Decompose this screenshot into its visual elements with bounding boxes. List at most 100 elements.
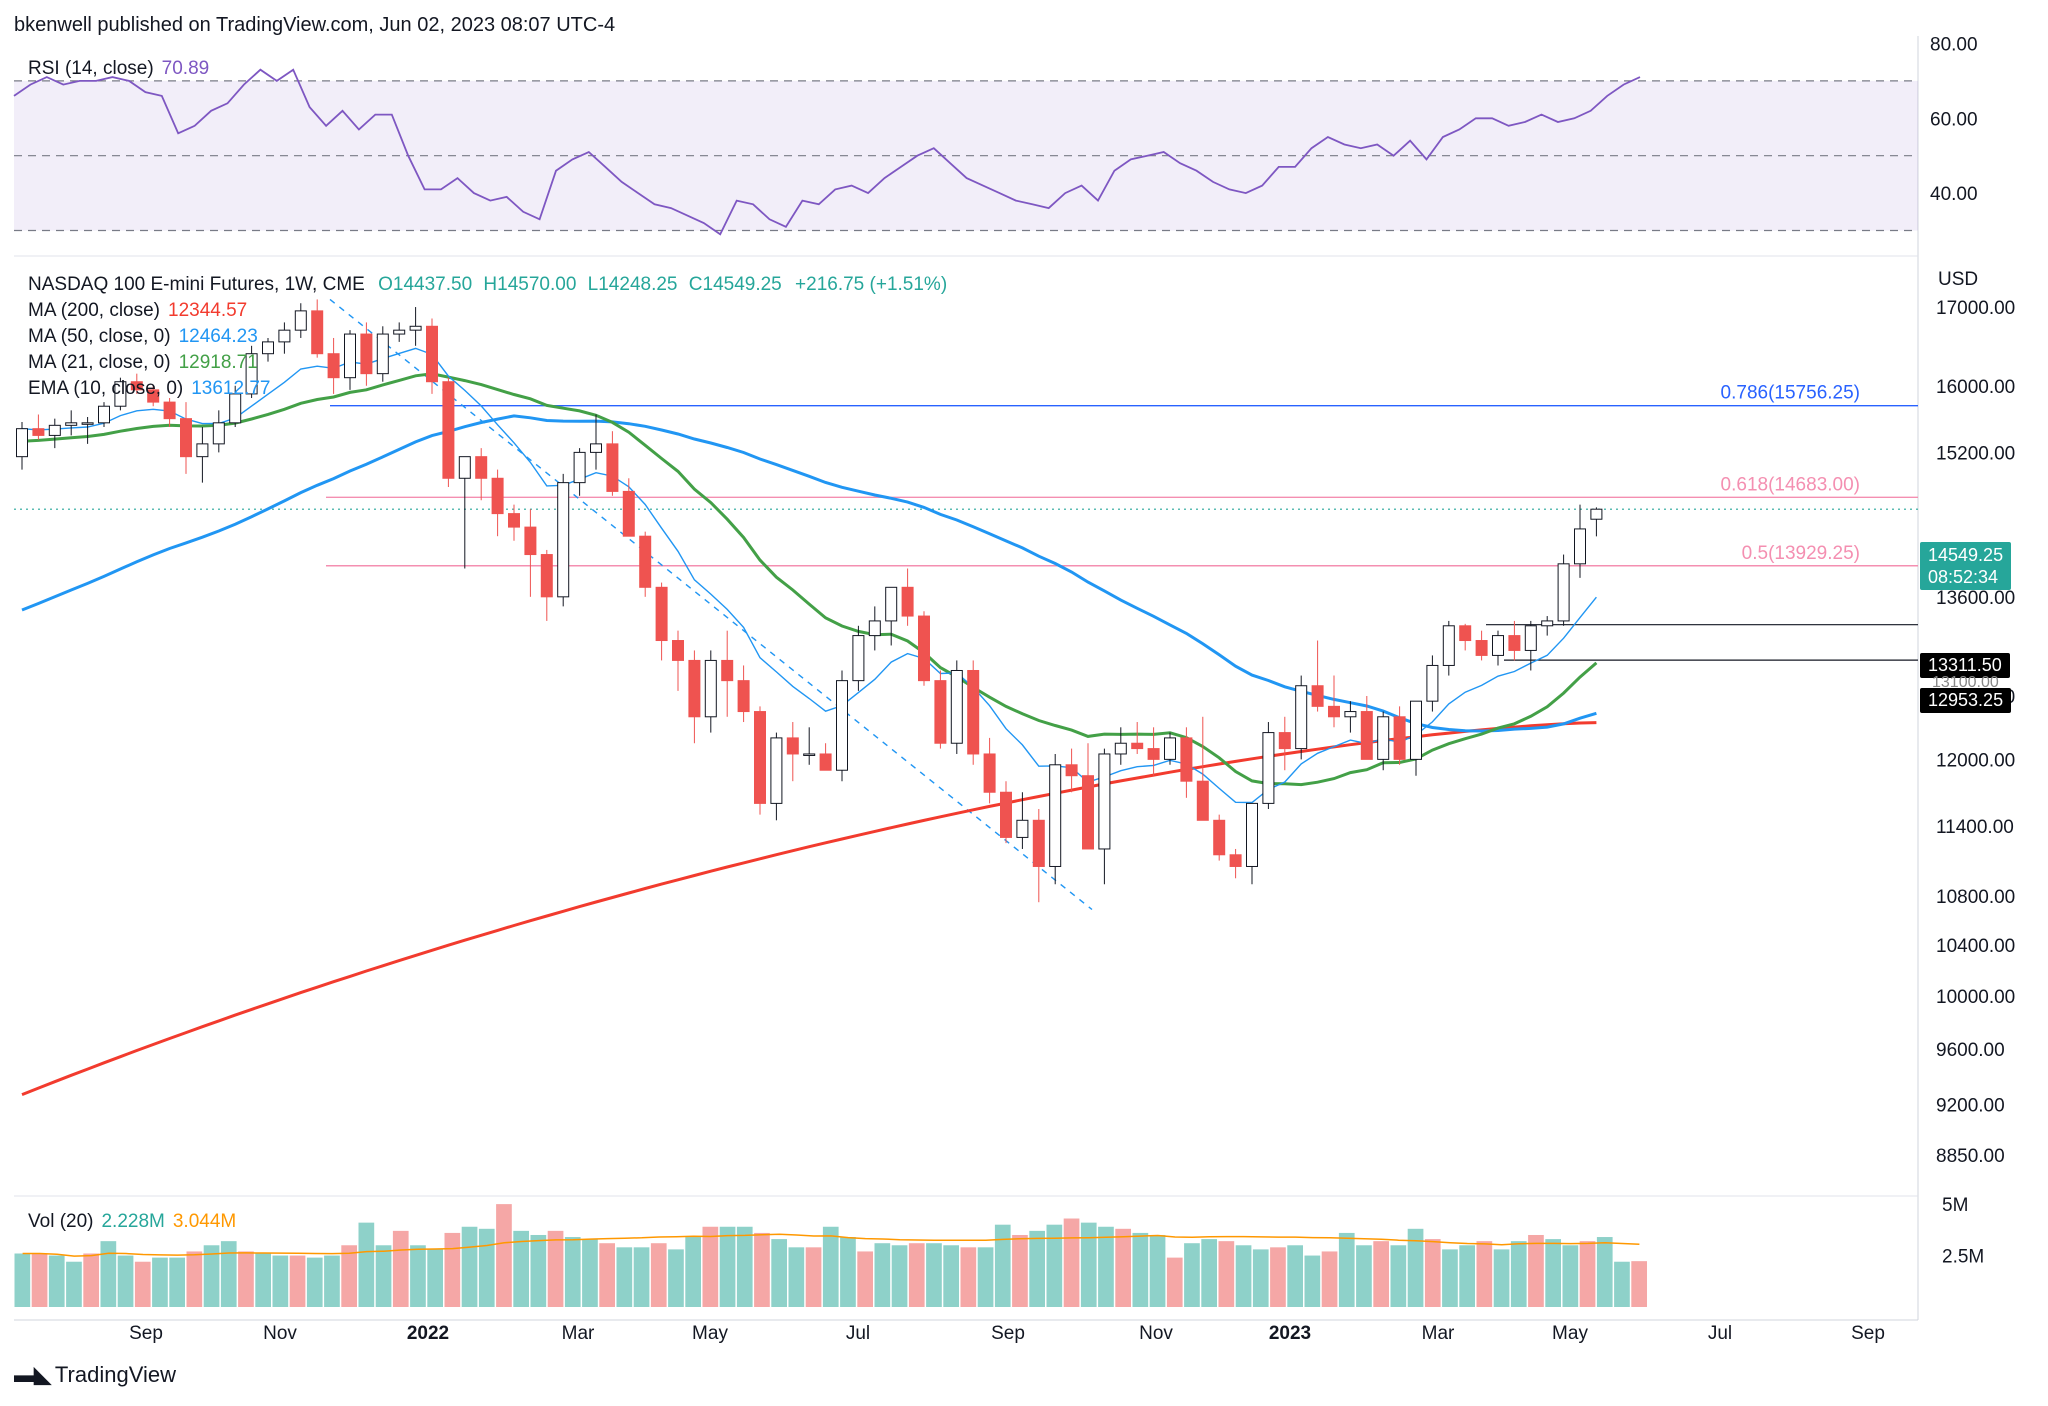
volume-bar (1390, 1245, 1407, 1307)
volume-bar (169, 1257, 185, 1307)
candle-body (606, 443, 619, 492)
level-tag-13100: 13100.00 (1932, 674, 1999, 691)
candle-body (81, 422, 94, 425)
volume-bar (66, 1261, 82, 1307)
level-tag-13311: 13311.50 (1920, 653, 2010, 678)
volume-bar (1510, 1241, 1527, 1307)
volume-bar (1545, 1239, 1561, 1307)
candle-body (508, 513, 520, 528)
time-tick-label: Mar (1422, 1323, 1455, 1344)
volume-bar (702, 1226, 719, 1307)
candle-body (294, 310, 307, 331)
volume-bar (392, 1230, 409, 1307)
volume-bar (908, 1243, 925, 1307)
candle-body (245, 353, 258, 395)
rsi-tick-label: 60.00 (1930, 109, 1978, 130)
volume-bar (1029, 1230, 1045, 1307)
volume-bar (891, 1245, 908, 1307)
candle-body (1442, 625, 1455, 666)
candle-body (819, 753, 832, 771)
volume-bar (134, 1261, 151, 1307)
volume-bar (943, 1245, 959, 1307)
candle-body (1590, 508, 1603, 520)
rsi-tick-label: 80.00 (1930, 34, 1978, 55)
volume-bar (444, 1232, 461, 1307)
volume-bar (1356, 1245, 1372, 1307)
volume-bar (857, 1251, 873, 1307)
time-tick-label: Sep (991, 1323, 1025, 1344)
candle-body (1049, 764, 1062, 867)
candle-body (1147, 748, 1160, 760)
rsi-legend-value: 70.89 (161, 58, 210, 79)
volume-bar (478, 1228, 495, 1307)
symbol-legend[interactable]: NASDAQ 100 E-mini Futures, 1W, CME O1443… (28, 274, 947, 296)
volume-bar (1562, 1245, 1579, 1307)
candle-body (688, 659, 701, 718)
ma21-legend[interactable]: MA (21, close, 0) 12918.71 (28, 352, 258, 374)
price-tick-label: 12000.00 (1936, 750, 2015, 771)
candle-body (540, 554, 553, 598)
volume-bar (1080, 1222, 1097, 1307)
candle-body (622, 490, 635, 537)
volume-bar (1424, 1239, 1441, 1307)
volume-bar (1476, 1241, 1493, 1307)
rsi-legend[interactable]: RSI (14, close) 70.89 (28, 58, 209, 80)
candle-body (1016, 819, 1029, 838)
volume-bar (1631, 1261, 1647, 1307)
tradingview-logo-icon: ▬◣ (14, 1362, 51, 1387)
ohlc-close: C14549.25 (688, 274, 782, 295)
candle-body (262, 341, 274, 355)
volume-bar (994, 1224, 1011, 1307)
volume-bar (461, 1226, 478, 1307)
candle-body (672, 640, 684, 661)
time-tick-label: 2023 (1269, 1323, 1311, 1344)
candle-body (1475, 640, 1488, 656)
ema10-legend[interactable]: EMA (10, close, 0) 13612.77 (28, 378, 270, 400)
candle-body (868, 620, 881, 637)
tradingview-logo[interactable]: ▬◣ TradingView (14, 1362, 176, 1388)
volume-bar (410, 1245, 426, 1307)
volume-bar (1459, 1245, 1475, 1307)
candle-body (426, 325, 438, 383)
price-tick-label: 16000.00 (1936, 377, 2015, 398)
candle-body (114, 381, 127, 407)
candle-body (229, 393, 242, 424)
candle-body (393, 329, 406, 335)
volume-bar (1166, 1257, 1183, 1307)
volume-legend[interactable]: Vol (20) 2.228M 3.044M (28, 1211, 236, 1233)
bar-countdown: 08:52:34 (1928, 567, 1999, 587)
volume-bar (668, 1249, 684, 1307)
candle-body (48, 424, 61, 436)
price-tick-label: 10400.00 (1936, 936, 2015, 957)
volume-bar (771, 1239, 787, 1307)
level-tag-12953: 12953.25 (1920, 688, 2012, 713)
candle-body (950, 669, 963, 744)
ohlc-high: H14570.00 (483, 274, 577, 295)
candle-body (475, 456, 488, 479)
ma200-legend[interactable]: MA (200, close) 12344.57 (28, 300, 247, 322)
volume-bar (375, 1245, 392, 1307)
rsi-legend-title: RSI (14, close) (28, 58, 154, 79)
ma50-legend[interactable]: MA (50, close, 0) 12464.23 (28, 326, 258, 348)
candle-body (1065, 764, 1078, 777)
price-tick-label: 10000.00 (1936, 987, 2015, 1008)
volume-bar (1252, 1249, 1269, 1307)
candle-body (1262, 732, 1275, 804)
candle-body (967, 669, 980, 755)
volume-bar (960, 1247, 977, 1307)
candle-body (704, 659, 717, 718)
candle-body (1098, 753, 1111, 850)
volume-bar (324, 1255, 340, 1307)
volume-bar (1528, 1234, 1544, 1307)
volume-ma-line (22, 1233, 1640, 1257)
candle-body (1114, 742, 1127, 755)
volume-bar (977, 1247, 994, 1307)
candle-body (1032, 819, 1045, 867)
time-tick-label: Jul (846, 1323, 870, 1344)
time-tick-label: Nov (1139, 1323, 1173, 1344)
volume-bar (341, 1245, 357, 1307)
volume-bar (1012, 1234, 1028, 1307)
candle-body (98, 405, 110, 424)
ma200-legend-title: MA (200, close) (28, 300, 160, 321)
